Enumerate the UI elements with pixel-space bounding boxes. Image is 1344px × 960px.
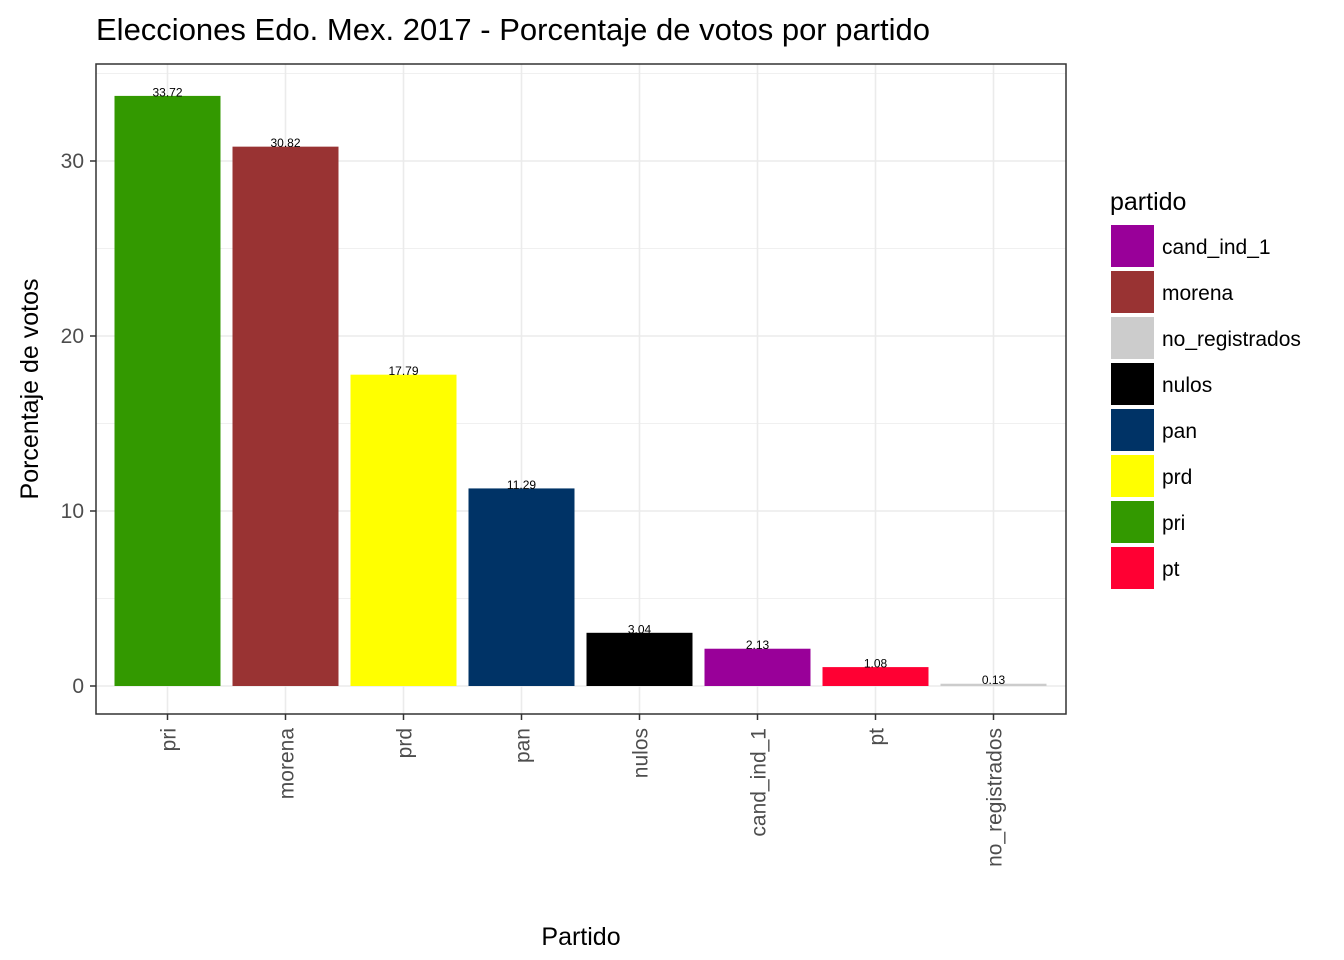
x-tick-label-nulos: nulos: [630, 728, 653, 778]
legend-label-no_registrados: no_registrados: [1162, 328, 1301, 351]
y-axis: 0 10 20 30: [61, 150, 96, 698]
bar-cand_ind_1: [704, 648, 811, 686]
x-tick-label-cand_ind_1: cand_ind_1: [748, 728, 771, 837]
x-axis-title: Partido: [541, 923, 620, 951]
data-labels: 33.72 30.82 17.79 11.29 3.04 2.13 1.08 0.13: [152, 85, 1005, 687]
legend-label-cand_ind_1: cand_ind_1: [1162, 236, 1271, 259]
legend-label-morena: morena: [1162, 282, 1234, 305]
y-axis-title: Porcentaje de votos: [16, 279, 44, 500]
data-label-cand_ind_1: 2.13: [746, 638, 770, 652]
chart-title: Elecciones Edo. Mex. 2017 - Porcentaje d…: [96, 12, 930, 47]
y-tick-label: 30: [61, 150, 84, 173]
x-tick-label-pri: pri: [158, 728, 181, 751]
legend-label-prd: prd: [1162, 466, 1192, 489]
legend-label-nulos: nulos: [1162, 374, 1212, 397]
bar-prd: [350, 374, 457, 686]
x-tick-label-morena: morena: [276, 728, 299, 800]
x-tick-label-no_registrados: no_registrados: [984, 728, 1007, 867]
x-tick-label-pt: pt: [866, 728, 889, 746]
bar-morena: [232, 146, 339, 686]
x-tick-label-prd: prd: [394, 728, 417, 758]
legend-key-pt: [1111, 547, 1154, 589]
legend-key-pan: [1111, 409, 1154, 451]
legend-label-pt: pt: [1162, 558, 1180, 581]
legend-key-pri: [1111, 501, 1154, 543]
plot-border: [95, 63, 1067, 715]
bar-pt: [822, 667, 929, 686]
legend-key-nulos: [1111, 363, 1154, 405]
data-label-no_registrados: 0.13: [982, 673, 1006, 687]
data-label-morena: 30.82: [270, 136, 300, 150]
data-label-prd: 17.79: [388, 364, 418, 378]
legend-label-pan: pan: [1162, 420, 1197, 443]
legend-key-morena: [1111, 271, 1154, 313]
data-label-pt: 1.08: [864, 657, 888, 671]
data-label-nulos: 3.04: [628, 622, 652, 636]
y-tick-label: 10: [61, 500, 84, 523]
bar-no_registrados: [940, 683, 1047, 686]
data-label-pri: 33.72: [152, 85, 182, 99]
x-tick-label-pan: pan: [512, 728, 535, 763]
data-label-pan: 11.29: [507, 478, 536, 492]
y-tick-label: 20: [61, 325, 84, 348]
legend-key-cand_ind_1: [1111, 225, 1154, 267]
bar-nulos: [586, 632, 693, 686]
legend-label-pri: pri: [1162, 512, 1185, 535]
legend-key-no_registrados: [1111, 317, 1154, 359]
legend-key-prd: [1111, 455, 1154, 497]
x-axis: pri morena prd pan nulos cand_ind_1 pt no_regis…: [158, 714, 1007, 867]
legend-title: partido: [1110, 188, 1186, 216]
bars: [114, 95, 1047, 686]
y-tick-label: 0: [72, 675, 84, 698]
bar-pan: [468, 488, 575, 686]
bar-pri: [114, 95, 221, 686]
